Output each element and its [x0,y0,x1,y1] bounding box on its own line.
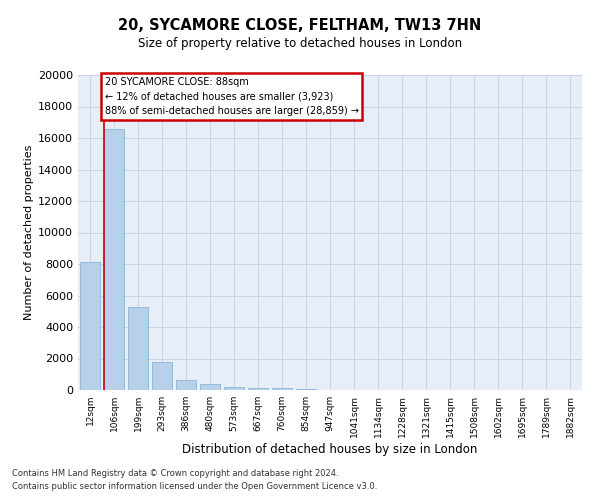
Bar [200,384,220,390]
Bar [248,388,268,390]
Bar [152,362,172,390]
Text: Size of property relative to detached houses in London: Size of property relative to detached ho… [138,36,462,50]
Bar [272,388,292,390]
Y-axis label: Number of detached properties: Number of detached properties [24,145,34,320]
Text: 20, SYCAMORE CLOSE, FELTHAM, TW13 7HN: 20, SYCAMORE CLOSE, FELTHAM, TW13 7HN [118,18,482,32]
Bar [176,380,196,390]
Bar [296,389,316,390]
X-axis label: Distribution of detached houses by size in London: Distribution of detached houses by size … [182,442,478,456]
Text: Contains HM Land Registry data © Crown copyright and database right 2024.: Contains HM Land Registry data © Crown c… [12,468,338,477]
Bar [224,387,244,390]
Text: 20 SYCAMORE CLOSE: 88sqm
← 12% of detached houses are smaller (3,923)
88% of sem: 20 SYCAMORE CLOSE: 88sqm ← 12% of detach… [105,76,359,116]
Bar [104,128,124,390]
Bar [80,262,100,390]
Bar [128,306,148,390]
Text: Contains public sector information licensed under the Open Government Licence v3: Contains public sector information licen… [12,482,377,491]
